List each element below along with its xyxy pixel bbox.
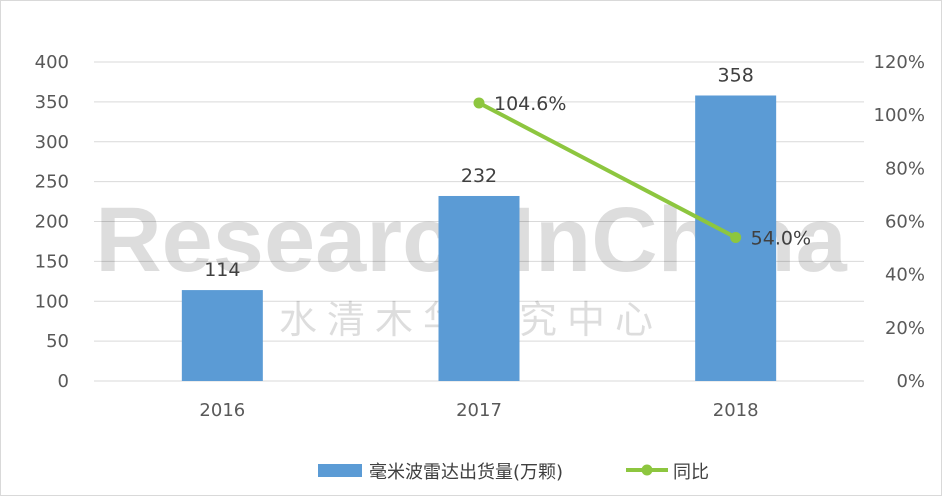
y-left-tick-label: 250 xyxy=(35,172,69,193)
y-left-tick-label: 150 xyxy=(35,251,69,272)
y-right-tick-label: 100% xyxy=(874,105,925,126)
bar-series: 114 232 358 xyxy=(181,64,777,382)
y-right-tick-label: 60% xyxy=(885,212,925,233)
bar-data-label: 358 xyxy=(718,64,754,86)
x-tick-label: 2018 xyxy=(713,400,759,421)
legend-line-label: 同比 xyxy=(673,462,709,483)
y-right-tick-label: 80% xyxy=(885,158,925,179)
legend: 毫米波雷达出货量(万颗) 同比 xyxy=(318,462,709,483)
y-left-tick-label: 350 xyxy=(35,92,69,113)
y-left-tick-label: 200 xyxy=(35,212,69,233)
y-left-tick-label: 300 xyxy=(35,132,69,153)
legend-line-marker xyxy=(641,464,653,476)
y-left-tick-label: 400 xyxy=(35,52,69,73)
line-point xyxy=(473,97,485,109)
x-tick-label: 2017 xyxy=(456,400,502,421)
bar xyxy=(181,290,263,381)
y-left-tick-label: 50 xyxy=(46,331,69,352)
line-data-label: 54.0% xyxy=(751,227,811,249)
bar-data-label: 232 xyxy=(461,165,497,187)
y-right-tick-label: 120% xyxy=(874,52,925,73)
y-right-tick-label: 40% xyxy=(885,265,925,286)
line-point xyxy=(730,231,742,243)
legend-bar-label: 毫米波雷达出货量(万颗) xyxy=(369,462,563,483)
bar xyxy=(438,195,520,381)
x-axis: 2016 2017 2018 xyxy=(199,400,758,421)
line-path xyxy=(478,101,737,240)
line-series: 104.6% 54.0% xyxy=(473,93,811,249)
y-axis-right: 0% 20% 40% 60% 80% 100% 120% xyxy=(874,52,925,392)
x-tick-label: 2016 xyxy=(199,400,245,421)
y-left-tick-label: 100 xyxy=(35,291,69,312)
legend-bar-swatch xyxy=(318,464,362,477)
bar-data-label: 114 xyxy=(204,259,240,281)
y-left-tick-label: 0 xyxy=(58,371,69,392)
line-data-label: 104.6% xyxy=(494,93,566,115)
y-right-tick-label: 0% xyxy=(896,371,925,392)
y-axis-left: 0 50 100 150 200 250 300 350 400 xyxy=(35,52,69,392)
y-right-tick-label: 20% xyxy=(885,318,925,339)
